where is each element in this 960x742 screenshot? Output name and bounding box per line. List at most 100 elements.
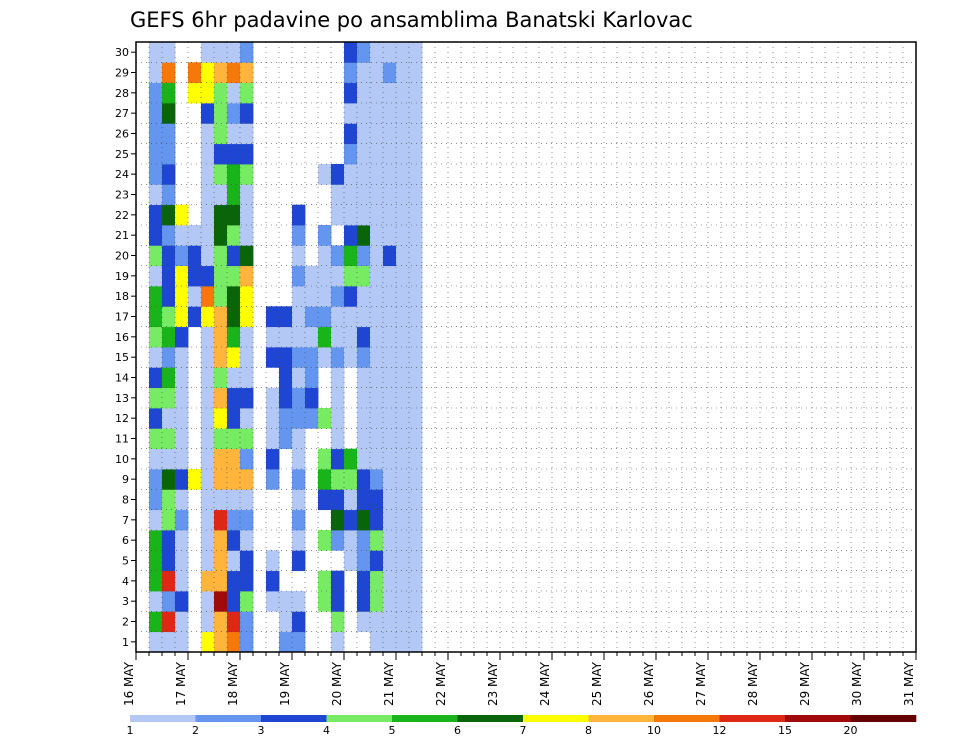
cell-member-20-step-16 — [344, 245, 358, 267]
cell-member-16-step-7 — [227, 326, 241, 348]
y-tick-label-23: 23 — [115, 189, 129, 202]
cell-member-20-step-18 — [370, 245, 384, 267]
cell-member-7-step-2 — [162, 509, 176, 531]
cell-member-21-step-21 — [409, 225, 423, 246]
y-tick-label-22: 22 — [115, 209, 129, 222]
cell-member-14-step-13 — [305, 367, 319, 389]
cell-member-16-step-17 — [357, 326, 371, 348]
colorbar-label: 5 — [389, 724, 396, 737]
cell-member-3-step-5 — [201, 591, 215, 612]
cell-member-16-step-2 — [162, 326, 176, 348]
cell-member-21-step-2 — [162, 225, 176, 246]
x-tick-label: 26 MAY — [642, 661, 656, 706]
cell-member-10-step-16 — [344, 448, 358, 470]
cell-member-23-step-7 — [227, 184, 241, 206]
colorbar-swatch — [719, 715, 786, 722]
cell-member-13-step-21 — [409, 387, 423, 409]
cell-member-2-step-1 — [149, 611, 163, 633]
cell-member-6-step-12 — [292, 530, 306, 551]
cell-member-15-step-21 — [409, 347, 423, 368]
cell-member-11-step-8 — [240, 428, 254, 450]
y-tick-label-11: 11 — [115, 433, 129, 446]
cell-member-6-step-7 — [227, 530, 241, 551]
cell-member-18-step-17 — [357, 286, 371, 307]
cell-member-5-step-10 — [266, 550, 280, 572]
y-tick-label-24: 24 — [115, 168, 129, 181]
colorbar-swatch — [261, 715, 327, 722]
cell-member-19-step-17 — [357, 265, 371, 287]
cell-member-11-step-10 — [266, 428, 280, 450]
cell-member-20-step-6 — [214, 245, 228, 267]
cell-member-28-step-20 — [396, 82, 410, 104]
cell-member-24-step-18 — [370, 164, 384, 185]
cell-member-1-step-3 — [175, 631, 189, 653]
colorbar-swatch — [785, 715, 851, 722]
cell-member-29-step-19 — [383, 62, 397, 84]
cell-member-27-step-18 — [370, 103, 384, 124]
cell-member-26-step-17 — [357, 123, 371, 145]
cell-member-19-step-5 — [201, 265, 215, 287]
cell-member-6-step-19 — [383, 530, 397, 551]
x-tick-label: 31 MAY — [902, 661, 916, 706]
cell-member-3-step-2 — [162, 591, 176, 612]
y-tick-label-20: 20 — [115, 250, 129, 263]
y-tick-label-18: 18 — [115, 290, 129, 303]
cell-member-8-step-18 — [370, 489, 384, 511]
colorbar-legend: 1 2 3 4 5 6 7 8 10 12 15 20 — [127, 715, 917, 737]
cell-member-11-step-2 — [162, 428, 176, 450]
cell-member-5-step-18 — [370, 550, 384, 572]
cell-member-8-step-19 — [383, 489, 397, 511]
cell-member-17-step-7 — [227, 306, 241, 328]
cell-member-16-step-20 — [396, 326, 410, 348]
x-tick-label: 18 MAY — [226, 661, 240, 706]
cell-member-21-step-8 — [240, 225, 254, 246]
cell-member-9-step-16 — [344, 469, 358, 490]
cell-member-23-step-19 — [383, 184, 397, 206]
cell-member-15-step-10 — [266, 347, 280, 368]
cell-member-20-step-4 — [188, 245, 202, 267]
y-tick-label-16: 16 — [115, 331, 129, 344]
cell-member-24-step-21 — [409, 164, 423, 185]
cell-member-17-step-2 — [162, 306, 176, 328]
cell-member-7-step-16 — [344, 509, 358, 531]
cell-member-9-step-14 — [318, 469, 332, 490]
cell-member-8-step-3 — [175, 489, 189, 511]
cell-member-28-step-21 — [409, 82, 423, 104]
colorbar-swatch — [195, 715, 262, 722]
y-tick-label-6: 6 — [122, 534, 129, 547]
cell-member-26-step-20 — [396, 123, 410, 145]
cell-member-9-step-21 — [409, 469, 423, 490]
cell-member-25-step-2 — [162, 143, 176, 165]
cell-member-13-step-13 — [305, 387, 319, 409]
cell-member-1-step-18 — [370, 631, 384, 653]
cell-member-14-step-20 — [396, 367, 410, 389]
cell-member-20-step-3 — [175, 245, 189, 267]
cell-member-25-step-16 — [344, 143, 358, 165]
cell-member-22-step-6 — [214, 204, 228, 226]
colorbar-label: 3 — [258, 724, 265, 737]
cell-member-7-step-21 — [409, 509, 423, 531]
cell-member-24-step-8 — [240, 164, 254, 185]
cell-member-30-step-5 — [201, 42, 215, 63]
cell-member-27-step-21 — [409, 103, 423, 124]
cell-member-4-step-7 — [227, 570, 241, 592]
cell-member-5-step-6 — [214, 550, 228, 572]
cell-member-29-step-5 — [201, 62, 215, 84]
cell-member-29-step-16 — [344, 62, 358, 84]
cell-member-22-step-15 — [331, 204, 345, 226]
cell-member-2-step-2 — [162, 611, 176, 633]
cell-member-18-step-2 — [162, 286, 176, 307]
cell-member-17-step-4 — [188, 306, 202, 328]
cell-member-6-step-5 — [201, 530, 215, 551]
cell-member-29-step-7 — [227, 62, 241, 84]
cell-member-4-step-8 — [240, 570, 254, 592]
cell-member-12-step-6 — [214, 408, 228, 429]
cell-member-21-step-14 — [318, 225, 332, 246]
cell-member-16-step-18 — [370, 326, 384, 348]
colorbar-label: 7 — [520, 724, 527, 737]
cell-member-3-step-1 — [149, 591, 163, 612]
cell-member-29-step-1 — [149, 62, 163, 84]
cell-member-27-step-20 — [396, 103, 410, 124]
cell-member-6-step-14 — [318, 530, 332, 551]
x-tick-label: 29 MAY — [798, 661, 812, 706]
